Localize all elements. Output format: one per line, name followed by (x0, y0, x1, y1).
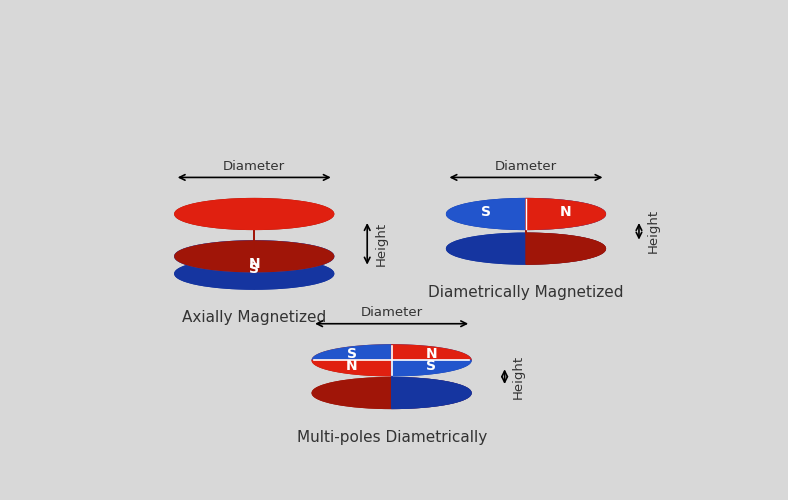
Polygon shape (312, 345, 392, 408)
Polygon shape (255, 241, 333, 289)
Text: S: S (481, 205, 491, 219)
Ellipse shape (447, 198, 605, 230)
Text: S: S (347, 347, 357, 361)
Text: N: N (248, 257, 260, 271)
Text: Height: Height (646, 210, 660, 254)
Text: S: S (426, 360, 437, 374)
Polygon shape (526, 198, 605, 264)
Polygon shape (175, 241, 255, 289)
Polygon shape (447, 198, 526, 264)
Text: N: N (559, 205, 571, 219)
Polygon shape (175, 198, 255, 272)
Text: Height: Height (374, 222, 388, 266)
Text: Height: Height (512, 354, 525, 399)
Ellipse shape (447, 233, 605, 264)
Text: Diameter: Diameter (223, 160, 285, 173)
Text: Diameter: Diameter (361, 306, 422, 319)
Text: N: N (426, 347, 437, 361)
Text: Multi-poles Diametrically: Multi-poles Diametrically (296, 430, 487, 444)
Ellipse shape (175, 241, 333, 272)
Polygon shape (312, 360, 392, 376)
Polygon shape (255, 198, 333, 272)
Ellipse shape (312, 378, 471, 408)
Polygon shape (392, 378, 471, 408)
Polygon shape (392, 360, 471, 376)
Polygon shape (392, 345, 471, 408)
Ellipse shape (175, 258, 333, 289)
Text: Diametrically Magnetized: Diametrically Magnetized (428, 285, 624, 300)
Text: N: N (346, 360, 358, 374)
Text: Diameter: Diameter (495, 160, 557, 173)
Polygon shape (312, 345, 392, 360)
Polygon shape (526, 233, 605, 264)
Text: S: S (249, 262, 259, 276)
Polygon shape (526, 198, 605, 230)
Polygon shape (392, 345, 471, 360)
Text: Axially Magnetized: Axially Magnetized (182, 310, 326, 325)
Ellipse shape (175, 198, 333, 230)
